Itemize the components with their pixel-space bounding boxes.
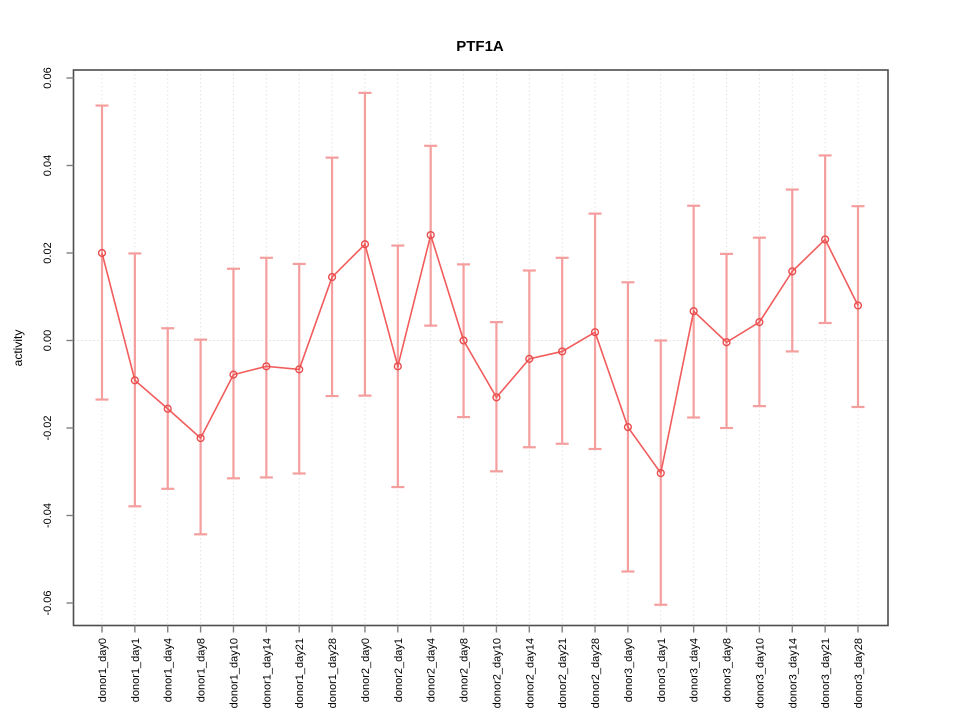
x-tick-label: donor2_day14 <box>524 638 536 708</box>
data-point <box>97 248 107 258</box>
x-tick-label: donor2_day21 <box>557 638 569 708</box>
data-point <box>459 336 468 345</box>
x-tick-label: donor3_day10 <box>754 638 766 708</box>
data-point <box>788 267 797 276</box>
x-tick-label: donor2_day28 <box>590 638 602 708</box>
data-point <box>623 423 633 432</box>
data-point <box>163 404 172 413</box>
x-tick-label: donor3_day0 <box>623 638 635 702</box>
data-point <box>755 318 764 327</box>
x-tick-label: donor3_day8 <box>722 638 734 702</box>
x-tick-label: donor1_day28 <box>327 638 339 708</box>
data-point <box>360 240 370 249</box>
x-tick-label: donor1_day4 <box>163 638 175 702</box>
y-tick-label: 0.04 <box>42 155 54 176</box>
x-tick-label: donor1_day10 <box>228 638 240 708</box>
x-tick-label: donor1_day8 <box>196 638 208 702</box>
x-tick-label: donor1_day14 <box>261 638 273 708</box>
axis-layer: 0.06 0.04 0.02 0.00 -0.02 -0.04 -0.06 donor1_da… <box>42 67 889 708</box>
x-tick-label: donor3_day4 <box>689 638 701 702</box>
y-tick-label: -0.02 <box>42 415 54 440</box>
x-tick-label: donor2_day1 <box>393 638 405 702</box>
x-tick-label: donor3_day21 <box>820 638 832 708</box>
data-point <box>295 365 304 374</box>
series-layer <box>97 230 863 478</box>
data-point <box>130 376 139 385</box>
x-tick-label: donor1_day0 <box>97 638 109 702</box>
data-point <box>656 468 665 478</box>
error-bar-layer <box>95 91 865 606</box>
gridline-layer <box>73 70 888 626</box>
data-point <box>327 272 337 282</box>
y-axis-title: activity <box>11 330 25 367</box>
data-point <box>229 370 238 379</box>
chart-title: PTF1A <box>456 38 504 55</box>
data-point <box>262 362 271 371</box>
x-tick-label: donor3_day28 <box>853 638 865 708</box>
data-point <box>393 362 402 371</box>
x-tick-label: donor2_day8 <box>459 638 471 702</box>
data-point <box>722 338 731 347</box>
x-tick-label: donor2_day4 <box>426 638 438 702</box>
y-tick-label: 0.00 <box>42 330 54 351</box>
y-tick-label: -0.04 <box>42 503 54 528</box>
x-tick-label: donor1_day21 <box>294 638 306 708</box>
data-point <box>821 235 830 244</box>
data-point <box>426 230 435 240</box>
data-point <box>853 301 863 310</box>
data-point <box>196 433 205 443</box>
x-tick-label: donor2_day10 <box>491 638 503 708</box>
x-tick-label: donor3_day14 <box>787 638 799 708</box>
data-point <box>590 328 600 337</box>
x-tick-label: donor3_day1 <box>656 638 668 702</box>
y-tick-label: 0.06 <box>42 67 54 88</box>
plot-border <box>72 69 889 627</box>
x-tick-label: donor1_day1 <box>130 638 142 702</box>
data-point <box>492 393 501 402</box>
data-point <box>525 354 534 363</box>
y-tick-label: 0.02 <box>42 242 54 263</box>
data-point <box>558 347 567 356</box>
series-line <box>101 232 859 476</box>
x-tick-label: donor2_day0 <box>360 638 372 702</box>
data-point <box>689 307 698 316</box>
y-tick-label: -0.06 <box>42 590 54 615</box>
